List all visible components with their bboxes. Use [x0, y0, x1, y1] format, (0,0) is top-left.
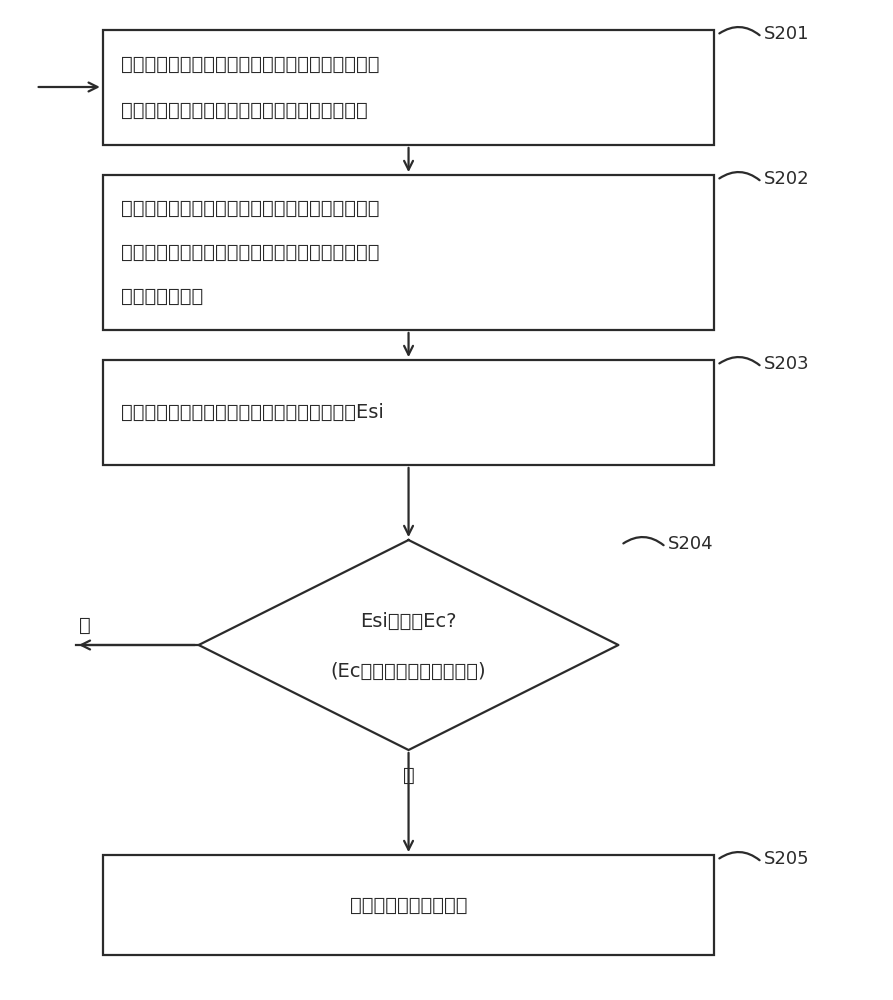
- Text: 径经过的路段，进而计算通过该最短路径所需的耗: 径经过的路段，进而计算通过该最短路径所需的耗: [121, 243, 379, 262]
- Text: 电量和行驶时间: 电量和行驶时间: [121, 287, 203, 306]
- Text: 量、位置、空调状态、电池型号、电池使用年限: 量、位置、空调状态、电池型号、电池使用年限: [121, 101, 367, 120]
- Text: Esi都小于Ec?: Esi都小于Ec?: [360, 612, 457, 631]
- FancyArrowPatch shape: [623, 537, 663, 545]
- Text: 计算当前车辆到各个充电站的最短路径得出最短路: 计算当前车辆到各个充电站的最短路径得出最短路: [121, 199, 379, 218]
- Text: S205: S205: [764, 850, 809, 868]
- Text: 通过物联网技术技术实时获取车辆运营环境、载客: 通过物联网技术技术实时获取车辆运营环境、载客: [121, 55, 379, 74]
- Bar: [103, 360, 714, 465]
- Text: S203: S203: [764, 355, 809, 373]
- Bar: [103, 175, 714, 330]
- Text: S201: S201: [764, 25, 809, 43]
- Text: 计算当前车辆行驶到各个充电站时的剩余电量Esi: 计算当前车辆行驶到各个充电站时的剩余电量Esi: [121, 403, 383, 422]
- FancyArrowPatch shape: [720, 357, 760, 365]
- FancyArrowPatch shape: [720, 852, 760, 860]
- Text: 将车辆标记为充电状态: 将车辆标记为充电状态: [350, 896, 467, 914]
- Text: (Ec为充电时剩余电量阈值): (Ec为充电时剩余电量阈值): [330, 662, 487, 681]
- Bar: [103, 855, 714, 955]
- Bar: [103, 30, 714, 145]
- Text: S202: S202: [764, 170, 809, 188]
- Text: 否: 否: [79, 615, 91, 635]
- Polygon shape: [199, 540, 618, 750]
- Text: S204: S204: [668, 535, 714, 553]
- FancyArrowPatch shape: [720, 27, 760, 35]
- FancyArrowPatch shape: [720, 172, 760, 180]
- Text: 是: 是: [403, 766, 414, 784]
